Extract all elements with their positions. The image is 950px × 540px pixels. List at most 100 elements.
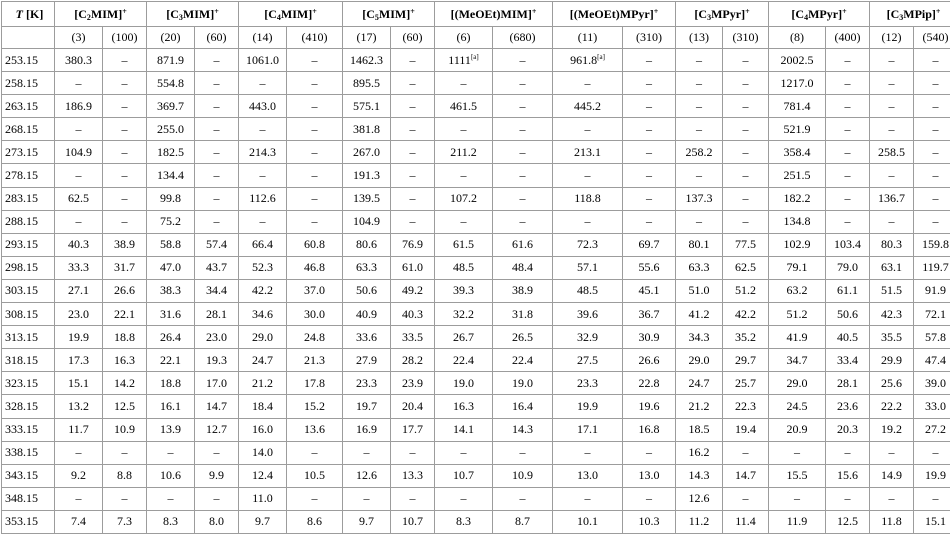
value-text: 14.1 <box>453 422 474 436</box>
value-cell: 11.4 <box>723 510 769 533</box>
value-cell: – <box>287 95 343 118</box>
value-text: 10.7 <box>402 514 423 528</box>
value-cell: 10.9 <box>493 464 553 487</box>
value-cell: 961.8[a] <box>553 49 623 72</box>
value-cell: 20.4 <box>391 395 435 418</box>
value-cell: – <box>769 487 826 510</box>
value-text: 27.9 <box>356 353 377 367</box>
value-text: 20.4 <box>402 399 423 413</box>
value-text: – <box>260 76 266 90</box>
value-text: 77.5 <box>735 237 756 251</box>
value-cell: 1111[a] <box>435 49 493 72</box>
value-cell: 19.2 <box>870 418 914 441</box>
value-text: – <box>933 191 939 205</box>
value-cell: – <box>287 118 343 141</box>
value-cell: 42.2 <box>239 279 287 302</box>
value-text: – <box>933 99 939 113</box>
value-text: – <box>743 191 749 205</box>
value-text: 16.3 <box>114 353 135 367</box>
value-cell: – <box>391 95 435 118</box>
cation-name-part: MIM] <box>91 7 122 21</box>
value-cell: 25.7 <box>723 372 769 395</box>
value-cell: 28.2 <box>391 349 435 372</box>
value-text: 40.9 <box>356 307 377 321</box>
value-cell: 25.6 <box>870 372 914 395</box>
value-text: 8.7 <box>515 514 530 528</box>
value-text: 22.8 <box>639 376 660 390</box>
value-text: 118.8 <box>574 191 601 205</box>
value-text: 13.3 <box>402 468 423 482</box>
value-text: 26.7 <box>453 330 474 344</box>
value-text: – <box>845 491 851 505</box>
value-text: – <box>646 168 652 182</box>
cation-subscript: 2 <box>87 13 91 22</box>
value-cell: – <box>55 210 103 233</box>
value-cell: 258.5 <box>870 141 914 164</box>
value-cell: 21.3 <box>287 349 343 372</box>
value-cell: – <box>493 49 553 72</box>
value-text: – <box>646 491 652 505</box>
column-index: (310) <box>623 27 676 49</box>
value-text: – <box>585 214 591 228</box>
value-cell: – <box>195 487 239 510</box>
value-cell: – <box>287 164 343 187</box>
value-text: 136.7 <box>878 191 905 205</box>
value-text: 22.4 <box>512 353 533 367</box>
value-cell: – <box>914 72 950 95</box>
value-text: 48.4 <box>512 260 533 274</box>
value-text: – <box>410 491 416 505</box>
value-cell: – <box>826 487 870 510</box>
value-cell: 102.9 <box>769 233 826 256</box>
value-text: 19.0 <box>512 376 533 390</box>
value-cell: – <box>195 441 239 464</box>
column-index: (17) <box>343 27 391 49</box>
value-cell: – <box>914 141 950 164</box>
value-text: 15.2 <box>304 399 325 413</box>
value-text: 14.2 <box>114 376 135 390</box>
value-cell: – <box>287 187 343 210</box>
cation-name-part: [C <box>362 7 375 21</box>
value-text: 871.9 <box>157 53 184 67</box>
value-cell: 19.3 <box>195 349 239 372</box>
cation-name-part: [C <box>887 7 900 21</box>
value-text: 9.7 <box>359 514 374 528</box>
value-text: 14.7 <box>206 399 227 413</box>
value-cell: 15.6 <box>826 464 870 487</box>
cation-name-part: [C <box>166 7 179 21</box>
value-text: – <box>933 53 939 67</box>
value-text: 12.7 <box>206 422 227 436</box>
value-cell: 213.1 <box>553 141 623 164</box>
value-cell: 31.6 <box>147 303 195 326</box>
value-cell: 27.9 <box>343 349 391 372</box>
value-text: 182.2 <box>784 191 811 205</box>
value-text: 42.3 <box>881 307 902 321</box>
value-cell: 40.3 <box>55 233 103 256</box>
value-cell: 49.2 <box>391 279 435 302</box>
value-cell: – <box>195 72 239 95</box>
value-text: – <box>461 168 467 182</box>
value-cell: 17.3 <box>55 349 103 372</box>
value-text: – <box>889 122 895 136</box>
value-text: 42.2 <box>735 307 756 321</box>
column-index: (100) <box>103 27 147 49</box>
value-text: – <box>845 214 851 228</box>
value-cell: 43.7 <box>195 256 239 279</box>
value-text: 33.3 <box>68 260 89 274</box>
value-text: 18.8 <box>160 376 181 390</box>
value-cell: – <box>914 487 950 510</box>
value-text: 11.4 <box>735 514 756 528</box>
value-text: 61.6 <box>512 237 533 251</box>
value-cell: – <box>103 187 147 210</box>
value-cell: 80.3 <box>870 233 914 256</box>
value-text: – <box>122 145 128 159</box>
value-text: – <box>933 445 939 459</box>
value-cell: 258.2 <box>676 141 723 164</box>
value-cell: 34.6 <box>239 303 287 326</box>
value-text: 15.1 <box>925 514 946 528</box>
column-index: (6) <box>435 27 493 49</box>
value-text: – <box>889 53 895 67</box>
value-cell: 27.1 <box>55 279 103 302</box>
value-cell: 9.7 <box>343 510 391 533</box>
value-cell: 26.6 <box>103 279 147 302</box>
